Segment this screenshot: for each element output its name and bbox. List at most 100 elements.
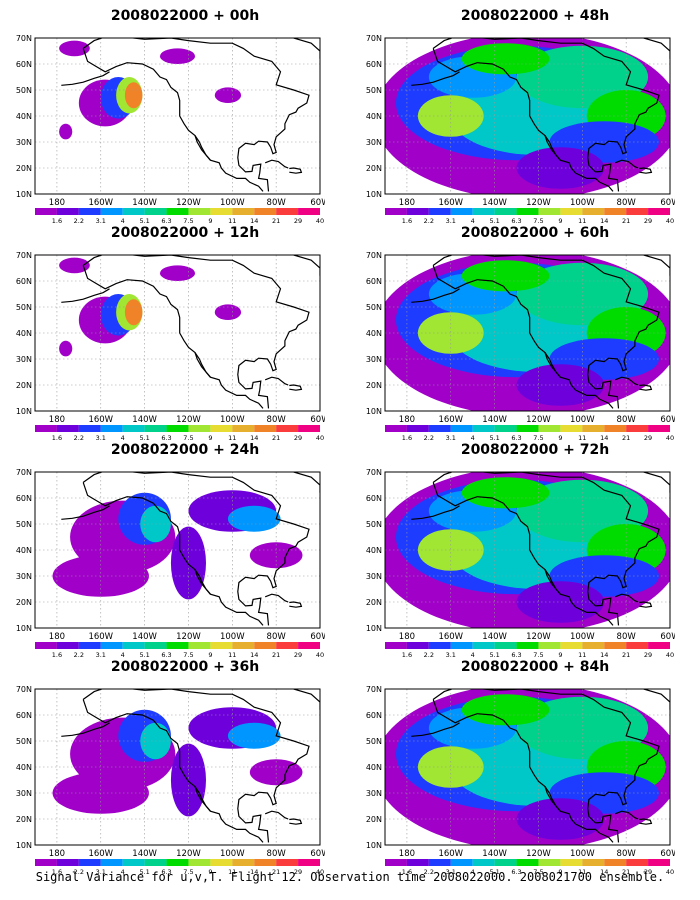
colorbar-label: 9 (208, 651, 212, 659)
lon-tick-label: 140W (482, 198, 507, 208)
colorbar-swatch (78, 859, 101, 866)
panel-00h: 2008022000 + 00h 70N 60N 50N 40N 30N 20N 10N 18… (16, 8, 335, 225)
lon-tick-label: 100W (220, 415, 245, 425)
colorbar-label: 21 (272, 217, 280, 225)
coastline (82, 265, 264, 409)
variance-contour (59, 257, 90, 274)
colorbar-label: 29 (644, 651, 652, 659)
colorbar-swatch (604, 425, 627, 432)
coastline-layer (61, 472, 320, 626)
colorbar-swatch (648, 859, 670, 866)
lat-tick-label: 20N (366, 164, 382, 173)
lat-tick-label: 60N (16, 494, 32, 503)
colorbar-label: 14 (250, 868, 258, 876)
coastline-layer (61, 38, 320, 192)
colorbar-label: 11 (228, 434, 236, 442)
colorbar-label: 14 (600, 217, 608, 225)
colorbar-swatch (232, 208, 255, 215)
panel-48h: 2008022000 + 48h 70N 60N 50N 40N 30N 20N 10N 18… (366, 8, 685, 225)
colorbar-swatch (626, 425, 649, 432)
lon-tick-label: 120W (176, 415, 201, 425)
colorbar-label: 21 (272, 651, 280, 659)
panel-12h: 2008022000 + 12h 70N 60N 50N 40N 30N 20N 10N 18… (16, 225, 335, 442)
lat-tick-label: 50N (16, 86, 32, 95)
map-frame (384, 688, 671, 846)
variance-map-36h: 70N 60N 50N 40N 30N 20N 10N 180 160W 140W 120W 100W… (16, 685, 325, 876)
colorbar-swatch (188, 425, 211, 432)
lon-tick-label: 180 (49, 849, 65, 859)
colorbar-label: 29 (294, 651, 302, 659)
colorbar-swatch (144, 642, 167, 649)
lon-tick-label: 140W (132, 849, 157, 859)
colorbar-swatch (56, 425, 79, 432)
lat-tick-label: 30N (16, 789, 32, 798)
coastline (411, 71, 460, 86)
colorbar-label: 40 (316, 868, 324, 876)
map-frame (34, 471, 321, 629)
colorbar-swatch (516, 642, 539, 649)
lat-tick-label: 70N (366, 685, 382, 694)
colorbar-label: 7.5 (533, 217, 543, 225)
colorbar-swatch (626, 208, 649, 215)
colorbar-label: 4 (471, 434, 475, 442)
colorbar-label: 11 (578, 217, 586, 225)
lon-tick-label: 180 (49, 198, 65, 208)
colorbar-label: 29 (644, 434, 652, 442)
variance-map-00h: 70N 60N 50N 40N 30N 20N 10N 180 160W 140W 120W 100W… (16, 34, 325, 225)
colorbar-label: 7.5 (183, 434, 193, 442)
lon-tick-label: 60W (310, 632, 325, 642)
colorbar-swatch (100, 859, 123, 866)
colorbar-label: 7.5 (183, 868, 193, 876)
colorbar-label: 4 (121, 217, 125, 225)
lat-tick-label: 10N (16, 841, 32, 850)
panel-24h: 2008022000 + 24h 70N 60N 50N 40N 30N 20N 10N 18… (16, 442, 335, 659)
coastline (432, 699, 614, 843)
colorbar-label: 6.3 (511, 434, 521, 442)
colorbar-swatch (516, 208, 539, 215)
colorbar-label: 29 (294, 868, 302, 876)
colorbar-label: 4 (471, 651, 475, 659)
lat-tick-label: 70N (366, 468, 382, 477)
colorbar-label: 40 (666, 651, 674, 659)
colorbar-label: 5.1 (139, 868, 149, 876)
colorbar-label: 7.5 (183, 217, 193, 225)
coastline (82, 255, 310, 409)
lat-tick-label: 40N (366, 329, 382, 338)
variance-map-48h: 70N 60N 50N 40N 30N 20N 10N 180 160W 140W 120W 100W… (366, 34, 675, 225)
lon-tick-label: 180 (399, 415, 415, 425)
colorbar-swatch (560, 859, 583, 866)
colorbar-label: 4 (121, 651, 125, 659)
coastline-layer (411, 38, 670, 192)
lat-tick-label: 70N (16, 468, 32, 477)
colorbar-swatch (298, 425, 320, 432)
lat-tick-label: 60N (16, 711, 32, 720)
lon-tick-label: 80W (617, 849, 637, 859)
colorbar-label: 40 (666, 434, 674, 442)
lon-tick-label: 180 (399, 849, 415, 859)
colorbar-label: 5.1 (489, 868, 499, 876)
colorbar-swatch (560, 425, 583, 432)
colorbar: 1.6 2.2 3.1 4 5.1 6.3 7.5 9 11 14 21 29 40 (35, 859, 324, 876)
colorbar-label: 3.1 (446, 651, 456, 659)
colorbar-swatch (472, 642, 495, 649)
coastline (643, 689, 670, 710)
lat-tick-label: 50N (16, 303, 32, 312)
coastline (61, 505, 110, 520)
coastline (61, 71, 110, 86)
panel-title: 2008022000 + 60h (460, 225, 610, 241)
colorbar-label: 11 (228, 868, 236, 876)
colorbar-label: 1.6 (402, 868, 412, 876)
variance-contour (59, 40, 90, 57)
lon-tick-label: 60W (660, 198, 675, 208)
lat-tick-label: 40N (366, 763, 382, 772)
lon-tick-label: 100W (570, 632, 595, 642)
coastline (614, 810, 639, 820)
coastline (639, 818, 653, 825)
coastline (289, 601, 303, 608)
lon-tick-label: 160W (438, 415, 463, 425)
lon-tick-label: 160W (88, 849, 113, 859)
colorbar-swatch (144, 208, 167, 215)
lat-tick-label: 60N (16, 277, 32, 286)
colorbar-label: 11 (228, 651, 236, 659)
colorbar-swatch (582, 425, 605, 432)
